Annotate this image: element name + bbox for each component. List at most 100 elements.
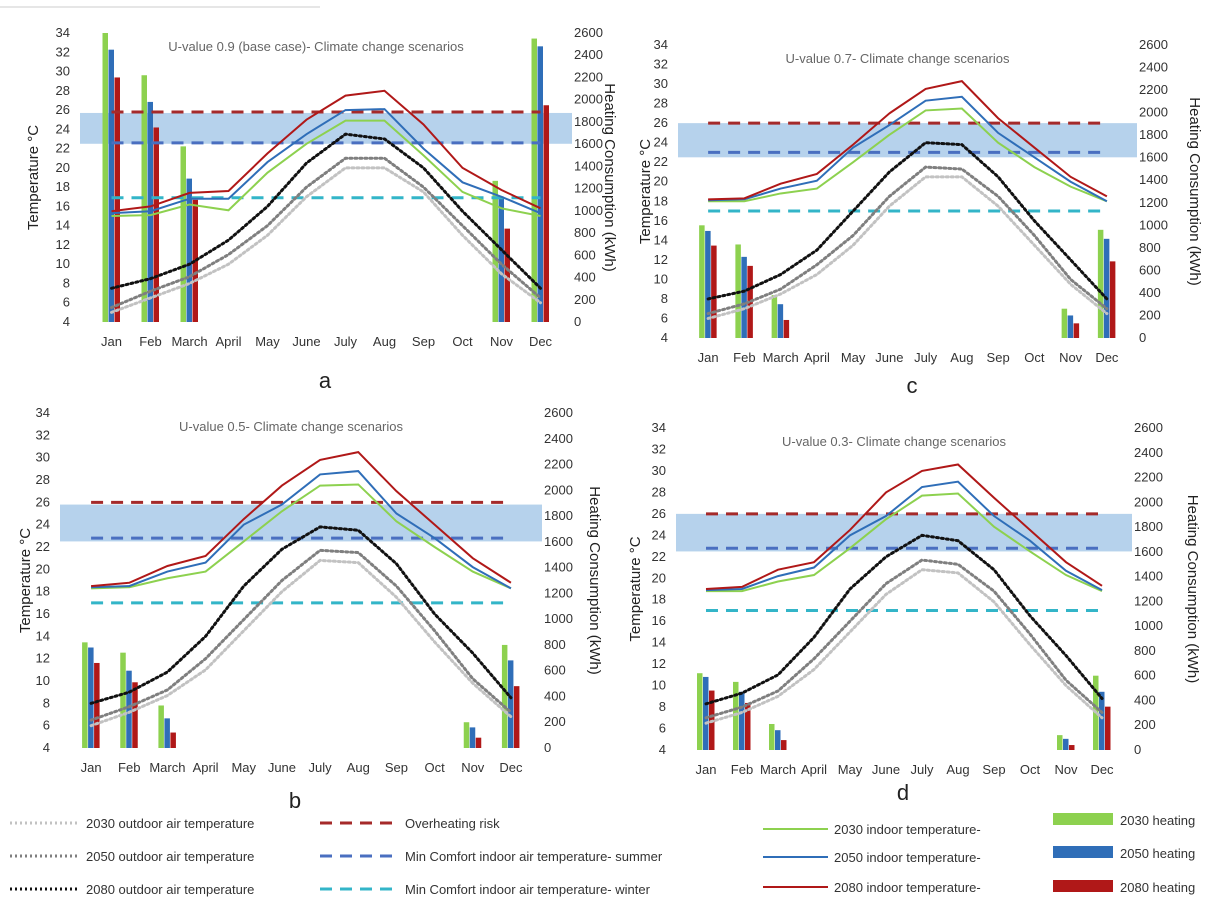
legend-swatch-heating-2050 <box>1053 846 1113 858</box>
x-tick-label: July <box>309 760 333 775</box>
indoor-line-2050 <box>91 470 512 590</box>
x-tick-label: Jan <box>696 762 717 777</box>
indoor-line-2050 <box>705 480 1103 592</box>
y2-tick-label: 1400 <box>1139 172 1168 187</box>
heating-bar <box>501 644 508 748</box>
y-tick-label: 4 <box>63 314 70 329</box>
y-tick-label: 18 <box>654 193 668 208</box>
chart-panel-a: U-value 0.9 (base case)- Climate change … <box>25 25 618 393</box>
heating-bar <box>114 77 120 322</box>
y2-tick-label: 0 <box>544 740 551 755</box>
heating-bar <box>745 702 751 750</box>
y-tick-label: 6 <box>43 718 50 733</box>
outdoor-line-2080 <box>704 533 1104 706</box>
x-tick-label: Feb <box>118 760 140 775</box>
y-tick-label: 26 <box>36 494 50 509</box>
indoor-line-2080 <box>111 89 541 213</box>
x-tick-label: March <box>760 762 796 777</box>
legend-swatch-heating-2080 <box>1053 880 1113 892</box>
outdoor-line-2050 <box>89 548 513 722</box>
y2-tick-label: 800 <box>574 225 596 240</box>
y-tick-label: 22 <box>652 549 666 564</box>
y2-tick-label: 1600 <box>1139 150 1168 165</box>
y-tick-label: 12 <box>652 656 666 671</box>
y2-tick-label: 400 <box>1134 692 1156 707</box>
legend-label-outdoor-2050: 2050 outdoor air temperature <box>86 849 254 864</box>
panel-letter: c <box>907 373 918 398</box>
y2-tick-label: 400 <box>574 270 596 285</box>
y-tick-label: 12 <box>654 252 668 267</box>
chart-panel-b: U-value 0.5- Climate change scenarios 4 6 8… <box>17 405 603 813</box>
x-tick-label: July <box>914 350 938 365</box>
outdoor-line-2030 <box>110 166 542 314</box>
heating-bar <box>94 662 100 748</box>
heating-bar <box>475 737 482 748</box>
y-tick-label: 34 <box>56 25 70 40</box>
y-tick-label: 32 <box>652 441 666 456</box>
y-axis-label: Temperature °C <box>637 139 654 244</box>
outdoor-line-2030 <box>706 175 1109 320</box>
y-tick-label: 28 <box>652 484 666 499</box>
y-tick-label: 32 <box>654 57 668 72</box>
y-tick-label: 14 <box>652 635 666 650</box>
heating-bar <box>507 660 514 748</box>
indoor-line-2050 <box>708 95 1108 203</box>
y-tick-label: 24 <box>654 135 668 150</box>
y-tick-label: 12 <box>36 651 50 666</box>
heating-bar <box>504 228 510 322</box>
y2-tick-label: 1400 <box>574 158 603 173</box>
x-tick-label: Feb <box>139 334 161 349</box>
x-tick-label: Aug <box>950 350 973 365</box>
x-tick-label: Oct <box>1024 350 1045 365</box>
y2-tick-label: 2600 <box>544 405 573 420</box>
comfort-band <box>60 504 542 542</box>
heating-bar <box>158 705 164 748</box>
y-tick-label: 26 <box>654 115 668 130</box>
y2-axis-label: Heating Consumption (kWh) <box>1184 495 1201 683</box>
heating-bar <box>492 180 498 322</box>
heating-bar <box>126 670 132 748</box>
heating-bar <box>775 730 781 750</box>
y2-tick-label: 1600 <box>574 136 603 151</box>
heating-bar <box>170 732 176 748</box>
panel-title: U-value 0.5- Climate change scenarios <box>179 419 403 434</box>
y2-tick-label: 1400 <box>1134 569 1163 584</box>
heating-bar <box>513 686 520 748</box>
y-tick-label: 4 <box>661 330 668 345</box>
x-tick-label: Sep <box>987 350 1010 365</box>
panels: U-value 0.9 (base case)- Climate change … <box>17 25 1203 813</box>
indoor-line-2030 <box>111 119 541 218</box>
x-tick-label: Sep <box>385 760 408 775</box>
legend-label-outdoor-2030: 2030 outdoor air temperature <box>86 816 254 831</box>
outdoor-line-2050 <box>704 558 1104 720</box>
y2-tick-label: 2400 <box>1139 60 1168 75</box>
y-tick-label: 10 <box>654 271 668 286</box>
x-tick-label: Dec <box>1090 762 1114 777</box>
y-tick-label: 30 <box>56 64 70 79</box>
legend-swatch-heating-2030 <box>1053 813 1113 825</box>
y-tick-label: 16 <box>56 198 70 213</box>
y-tick-label: 10 <box>56 256 70 271</box>
y-tick-label: 8 <box>661 291 668 306</box>
y2-tick-label: 2000 <box>1139 105 1168 120</box>
indoor-line-2030 <box>708 107 1108 203</box>
x-tick-label: Oct <box>1020 762 1041 777</box>
heating-bar <box>102 33 108 322</box>
y2-tick-label: 400 <box>544 688 566 703</box>
indoor-line-2030 <box>91 483 512 590</box>
y-tick-label: 20 <box>56 160 70 175</box>
y-tick-label: 30 <box>654 76 668 91</box>
y2-tick-label: 1800 <box>574 114 603 129</box>
x-tick-label: Dec <box>1095 350 1119 365</box>
x-tick-label: Dec <box>529 334 553 349</box>
heating-bar <box>711 245 717 338</box>
legend: 2030 outdoor air temperature 2050 outdoor… <box>10 813 1195 897</box>
x-tick-label: Feb <box>733 350 755 365</box>
x-tick-label: Nov <box>1059 350 1083 365</box>
y-tick-label: 10 <box>652 678 666 693</box>
heating-bar <box>1105 706 1111 750</box>
heating-bar <box>777 304 784 338</box>
x-tick-label: May <box>255 334 280 349</box>
y2-tick-label: 1400 <box>544 560 573 575</box>
x-tick-label: Jan <box>698 350 719 365</box>
